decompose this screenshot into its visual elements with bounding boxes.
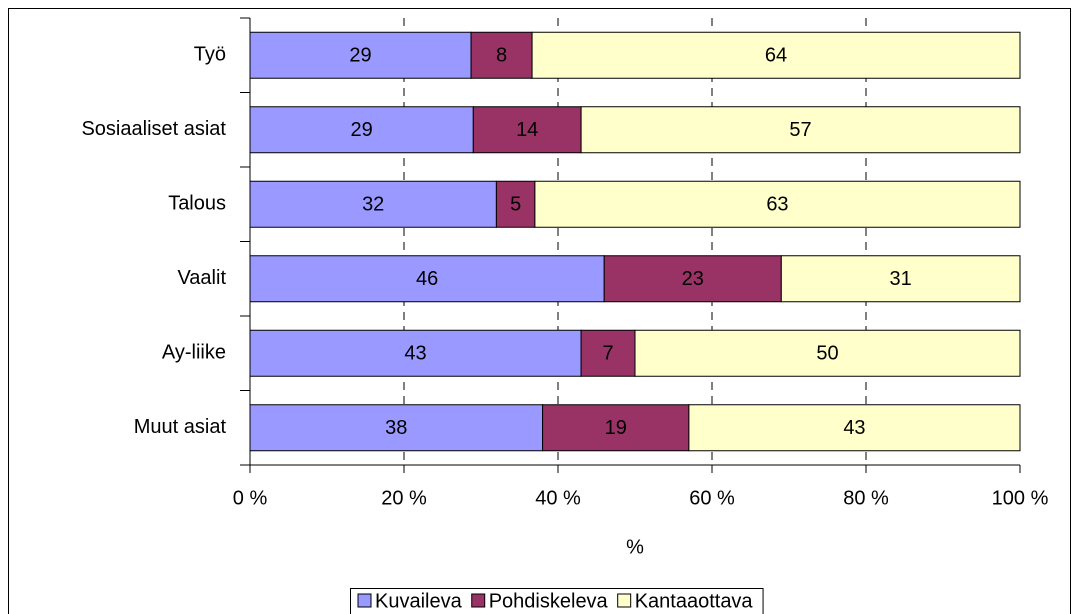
legend-swatch — [357, 593, 372, 608]
data-label: 46 — [416, 268, 438, 290]
data-label: 23 — [682, 268, 704, 290]
bar-segment — [249, 255, 605, 303]
y-tick-label: Ay-liike — [162, 342, 226, 364]
data-label: 38 — [385, 417, 407, 439]
data-label: 43 — [404, 343, 426, 365]
bar-segment — [531, 31, 1021, 79]
bar-segment — [470, 31, 533, 79]
data-label: 32 — [362, 194, 384, 216]
bar-segment — [688, 404, 1021, 452]
chart-frame — [8, 8, 1071, 614]
bar-segment — [534, 180, 1021, 228]
legend-swatch — [617, 593, 632, 608]
x-tick-label: 80 % — [843, 487, 889, 509]
x-tick-label: 100 % — [992, 487, 1049, 509]
legend-label: Kantaaottava — [635, 590, 754, 612]
legend-swatch — [471, 593, 486, 608]
data-label: 29 — [349, 45, 371, 67]
x-tick-label: 0 % — [233, 487, 268, 509]
data-label: 43 — [843, 417, 865, 439]
x-axis-label: % — [626, 536, 644, 558]
data-label: 5 — [510, 194, 521, 216]
bar-segment — [249, 329, 582, 377]
y-tick-label: Talous — [168, 193, 226, 215]
x-tick-label: 20 % — [381, 487, 427, 509]
bar-segment — [580, 329, 636, 377]
data-label: 64 — [765, 45, 787, 67]
bar-segment — [780, 255, 1021, 303]
legend-box — [350, 588, 764, 614]
y-tick-label: Työ — [194, 44, 226, 66]
bar-segment — [542, 404, 690, 452]
bar-segment — [603, 255, 782, 303]
data-label: 8 — [496, 45, 507, 67]
data-label: 29 — [351, 119, 373, 141]
data-label: 7 — [602, 343, 613, 365]
x-tick-label: 60 % — [689, 487, 735, 509]
bar-segment — [249, 31, 472, 79]
data-label: 19 — [605, 417, 627, 439]
legend-label: Kuvaileva — [375, 590, 463, 612]
bar-segment — [580, 106, 1021, 154]
x-tick-label: 40 % — [535, 487, 581, 509]
y-tick-label: Muut asiat — [134, 416, 227, 438]
y-tick-label: Vaalit — [177, 267, 226, 289]
data-label: 63 — [766, 194, 788, 216]
bar-segment — [249, 106, 474, 154]
bar-segment — [472, 106, 582, 154]
bar-segment — [634, 329, 1021, 377]
data-label: 14 — [516, 119, 538, 141]
bar-segment — [495, 180, 536, 228]
data-label: 31 — [890, 268, 912, 290]
data-label: 50 — [816, 343, 838, 365]
bar-segment — [249, 404, 544, 452]
y-tick-label: Sosiaaliset asiat — [81, 118, 226, 140]
data-label: 57 — [789, 119, 811, 141]
legend-label: Pohdiskeleva — [489, 590, 609, 612]
